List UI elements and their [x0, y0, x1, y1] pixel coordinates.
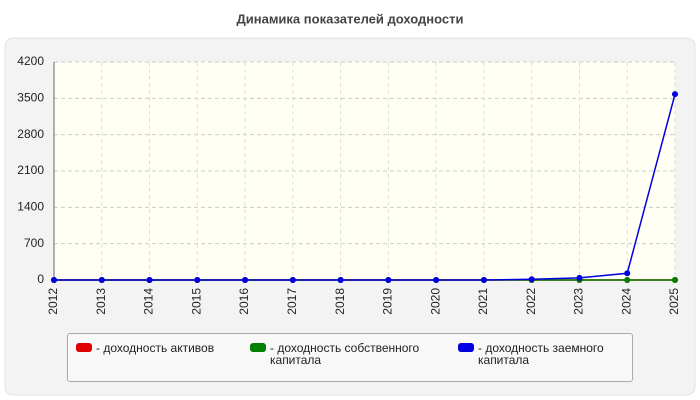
data-point	[194, 277, 201, 283]
x-tick-label: 2021	[476, 288, 490, 315]
data-point	[433, 277, 440, 283]
data-point	[480, 277, 487, 283]
x-tick-label: 2016	[237, 288, 251, 315]
data-point	[337, 277, 344, 283]
data-point	[624, 270, 631, 277]
data-point	[51, 277, 57, 283]
x-tick-label: 2023	[572, 288, 586, 315]
legend-swatch	[458, 343, 474, 352]
x-tick-label: 2017	[285, 288, 299, 315]
data-point	[624, 277, 631, 283]
y-tick-label: 2100	[17, 163, 44, 177]
x-tick-label: 2022	[524, 288, 538, 315]
data-point	[576, 274, 583, 281]
x-tick-label: 2014	[142, 288, 156, 315]
y-tick-label: 4200	[17, 54, 44, 68]
legend-label: - доходность собственного капитала	[270, 341, 420, 367]
legend: - доходность активов - доходность собстве…	[67, 333, 633, 382]
data-point	[289, 277, 296, 283]
x-tick-label: 2015	[189, 288, 203, 315]
data-point	[98, 277, 105, 283]
data-point	[672, 91, 678, 98]
x-tick-label: 2025	[667, 288, 681, 315]
data-point	[528, 276, 535, 283]
legend-swatch	[76, 343, 92, 352]
legend-swatch	[250, 343, 266, 352]
legend-label: - доходность активов	[96, 341, 215, 355]
chart-title: Динамика показателей доходности	[236, 11, 463, 26]
y-tick-label: 3500	[17, 91, 44, 105]
y-tick-label: 2800	[17, 127, 44, 141]
x-tick-label: 2013	[94, 288, 108, 315]
data-point	[672, 277, 678, 283]
y-tick-label: 1400	[17, 200, 44, 214]
x-tick-label: 2019	[381, 288, 395, 315]
data-point	[242, 277, 249, 283]
series-line	[54, 93, 676, 281]
y-tick-label: 0	[37, 272, 44, 286]
x-tick-label: 2018	[333, 288, 347, 315]
legend-label: - доходность заемного капитала	[478, 341, 604, 367]
data-point	[146, 277, 153, 283]
data-point	[385, 277, 392, 283]
y-tick-label: 700	[24, 236, 44, 250]
x-tick-label: 2020	[428, 288, 442, 315]
x-tick-label: 2024	[619, 288, 633, 315]
x-tick-label: 2012	[46, 288, 60, 315]
